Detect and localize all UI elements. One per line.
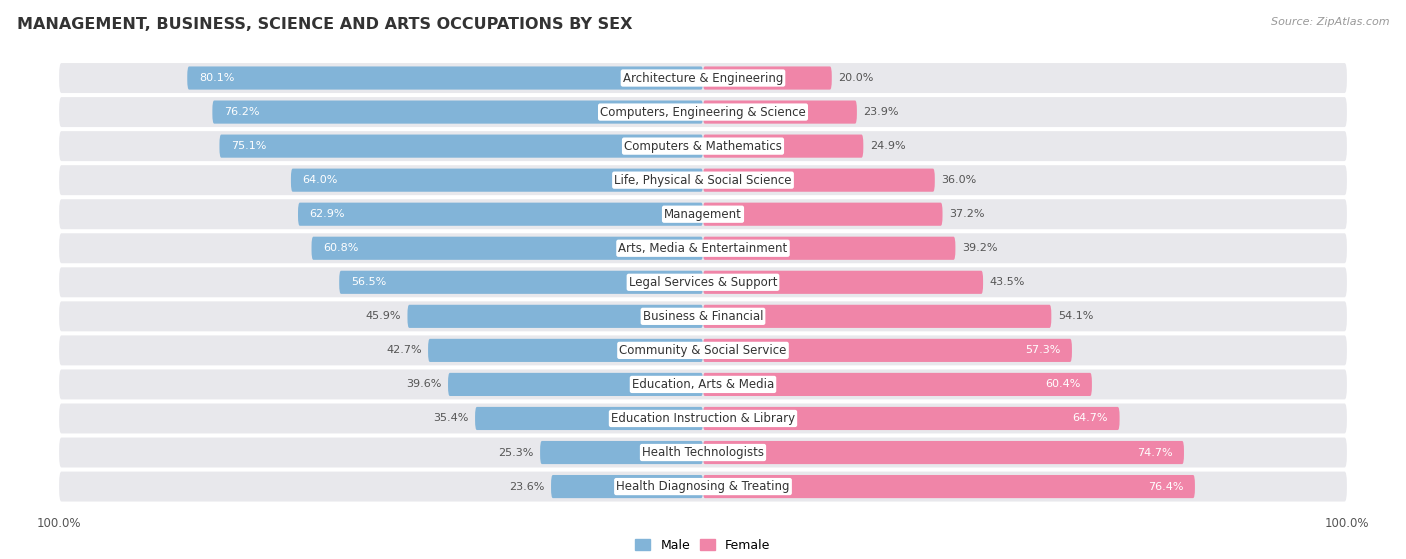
FancyBboxPatch shape bbox=[59, 472, 1347, 501]
Text: Computers, Engineering & Science: Computers, Engineering & Science bbox=[600, 106, 806, 119]
Text: 76.2%: 76.2% bbox=[224, 107, 260, 117]
Text: 45.9%: 45.9% bbox=[366, 311, 401, 321]
Text: Health Diagnosing & Treating: Health Diagnosing & Treating bbox=[616, 480, 790, 493]
FancyBboxPatch shape bbox=[212, 101, 703, 124]
Text: 43.5%: 43.5% bbox=[990, 277, 1025, 287]
FancyBboxPatch shape bbox=[703, 236, 956, 260]
Text: Arts, Media & Entertainment: Arts, Media & Entertainment bbox=[619, 241, 787, 255]
Text: 74.7%: 74.7% bbox=[1137, 448, 1173, 457]
FancyBboxPatch shape bbox=[703, 373, 1092, 396]
FancyBboxPatch shape bbox=[703, 67, 832, 89]
Text: Source: ZipAtlas.com: Source: ZipAtlas.com bbox=[1271, 17, 1389, 27]
FancyBboxPatch shape bbox=[703, 101, 856, 124]
FancyBboxPatch shape bbox=[475, 407, 703, 430]
Text: 57.3%: 57.3% bbox=[1025, 345, 1060, 356]
Text: 20.0%: 20.0% bbox=[838, 73, 873, 83]
Text: 24.9%: 24.9% bbox=[870, 141, 905, 151]
FancyBboxPatch shape bbox=[59, 97, 1347, 127]
Text: 60.8%: 60.8% bbox=[323, 243, 359, 253]
Text: 37.2%: 37.2% bbox=[949, 209, 984, 219]
FancyBboxPatch shape bbox=[703, 169, 935, 192]
FancyBboxPatch shape bbox=[219, 135, 703, 158]
FancyBboxPatch shape bbox=[59, 63, 1347, 93]
FancyBboxPatch shape bbox=[59, 335, 1347, 366]
FancyBboxPatch shape bbox=[408, 305, 703, 328]
Text: Education, Arts & Media: Education, Arts & Media bbox=[631, 378, 775, 391]
Text: Legal Services & Support: Legal Services & Support bbox=[628, 276, 778, 289]
Text: 54.1%: 54.1% bbox=[1057, 311, 1092, 321]
FancyBboxPatch shape bbox=[703, 202, 942, 226]
FancyBboxPatch shape bbox=[703, 135, 863, 158]
FancyBboxPatch shape bbox=[339, 271, 703, 294]
FancyBboxPatch shape bbox=[59, 369, 1347, 400]
Text: Business & Financial: Business & Financial bbox=[643, 310, 763, 323]
Text: 80.1%: 80.1% bbox=[198, 73, 235, 83]
Text: 39.6%: 39.6% bbox=[406, 380, 441, 390]
Text: 60.4%: 60.4% bbox=[1045, 380, 1080, 390]
Text: 62.9%: 62.9% bbox=[309, 209, 344, 219]
FancyBboxPatch shape bbox=[59, 131, 1347, 161]
Legend: Male, Female: Male, Female bbox=[630, 534, 776, 557]
FancyBboxPatch shape bbox=[59, 301, 1347, 331]
Text: Education Instruction & Library: Education Instruction & Library bbox=[612, 412, 794, 425]
FancyBboxPatch shape bbox=[703, 271, 983, 294]
FancyBboxPatch shape bbox=[59, 438, 1347, 467]
FancyBboxPatch shape bbox=[703, 305, 1052, 328]
Text: 23.9%: 23.9% bbox=[863, 107, 898, 117]
FancyBboxPatch shape bbox=[703, 407, 1119, 430]
FancyBboxPatch shape bbox=[703, 339, 1071, 362]
FancyBboxPatch shape bbox=[187, 67, 703, 89]
Text: 23.6%: 23.6% bbox=[509, 481, 544, 491]
Text: 36.0%: 36.0% bbox=[941, 175, 977, 185]
FancyBboxPatch shape bbox=[298, 202, 703, 226]
Text: Community & Social Service: Community & Social Service bbox=[619, 344, 787, 357]
FancyBboxPatch shape bbox=[449, 373, 703, 396]
FancyBboxPatch shape bbox=[551, 475, 703, 498]
Text: 75.1%: 75.1% bbox=[231, 141, 266, 151]
FancyBboxPatch shape bbox=[59, 267, 1347, 297]
Text: 56.5%: 56.5% bbox=[352, 277, 387, 287]
FancyBboxPatch shape bbox=[59, 199, 1347, 229]
Text: 76.4%: 76.4% bbox=[1147, 481, 1184, 491]
Text: 42.7%: 42.7% bbox=[387, 345, 422, 356]
FancyBboxPatch shape bbox=[427, 339, 703, 362]
FancyBboxPatch shape bbox=[703, 475, 1195, 498]
FancyBboxPatch shape bbox=[59, 233, 1347, 263]
Text: MANAGEMENT, BUSINESS, SCIENCE AND ARTS OCCUPATIONS BY SEX: MANAGEMENT, BUSINESS, SCIENCE AND ARTS O… bbox=[17, 17, 633, 32]
Text: 25.3%: 25.3% bbox=[498, 448, 534, 457]
FancyBboxPatch shape bbox=[291, 169, 703, 192]
FancyBboxPatch shape bbox=[703, 441, 1184, 464]
Text: Architecture & Engineering: Architecture & Engineering bbox=[623, 72, 783, 84]
Text: 64.7%: 64.7% bbox=[1073, 414, 1108, 424]
Text: Computers & Mathematics: Computers & Mathematics bbox=[624, 140, 782, 153]
Text: Life, Physical & Social Science: Life, Physical & Social Science bbox=[614, 174, 792, 187]
FancyBboxPatch shape bbox=[59, 404, 1347, 433]
FancyBboxPatch shape bbox=[540, 441, 703, 464]
Text: 64.0%: 64.0% bbox=[302, 175, 337, 185]
FancyBboxPatch shape bbox=[59, 165, 1347, 195]
Text: 35.4%: 35.4% bbox=[433, 414, 468, 424]
Text: Management: Management bbox=[664, 208, 742, 221]
Text: Health Technologists: Health Technologists bbox=[643, 446, 763, 459]
FancyBboxPatch shape bbox=[312, 236, 703, 260]
Text: 39.2%: 39.2% bbox=[962, 243, 997, 253]
